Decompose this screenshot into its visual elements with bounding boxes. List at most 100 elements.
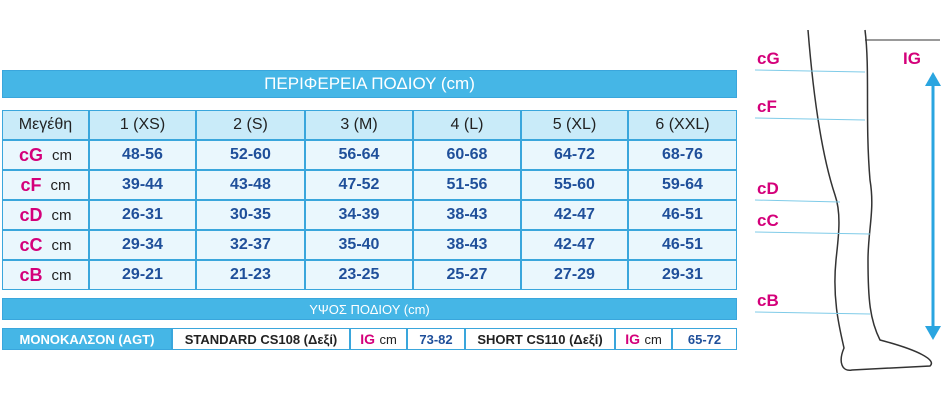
text: 29-31 — [662, 266, 703, 283]
size-value: 47-52 — [305, 170, 413, 200]
size-value: 51-56 — [413, 170, 521, 200]
size-value: 46-51 — [628, 200, 737, 230]
text: 68-76 — [662, 146, 703, 163]
text: cm — [51, 236, 72, 254]
text: 29-34 — [122, 236, 163, 253]
item-name: STANDARD CS108 (Δεξί) — [172, 328, 350, 350]
text: ΥΨΟΣ ΠΟΔΙΟΥ (cm) — [309, 301, 430, 317]
diagram-label: cG — [757, 49, 780, 68]
size-value: 60-68 — [413, 140, 521, 170]
text: 38-43 — [446, 206, 488, 223]
size-value: 29-34 — [89, 230, 196, 260]
size-header: 1 (XS) — [89, 110, 196, 140]
item-range: 73-82 — [407, 328, 465, 350]
text: IG — [360, 331, 375, 347]
size-header: 5 (XL) — [521, 110, 628, 140]
text: cm — [644, 331, 662, 347]
text: 65-72 — [687, 331, 722, 347]
size-value: 38-43 — [413, 230, 521, 260]
size-header: 2 (S) — [196, 110, 305, 140]
size-value: 27-29 — [521, 260, 628, 290]
text: 42-47 — [554, 236, 595, 253]
text: cF — [20, 174, 42, 195]
text: cm — [51, 266, 72, 284]
row-label: cC cm — [2, 230, 89, 260]
size-value: 42-47 — [521, 230, 628, 260]
size-value: 25-27 — [413, 260, 521, 290]
diagram-label: cC — [757, 211, 779, 230]
text: ΠΕΡΙΦΕΡΕΙΑ ΠΟΔΙΟΥ (cm) — [264, 74, 475, 93]
text: 26-31 — [122, 206, 163, 223]
text: 25-27 — [446, 266, 488, 283]
size-header: 6 (XXL) — [628, 110, 737, 140]
text: 39-44 — [122, 176, 163, 193]
text: 38-43 — [446, 236, 488, 253]
row-label: cD cm — [2, 200, 89, 230]
item-range: 65-72 — [672, 328, 737, 350]
text: 30-35 — [230, 206, 271, 223]
text: 60-68 — [446, 146, 488, 163]
leg-outline — [807, 29, 933, 371]
size-value: 35-40 — [305, 230, 413, 260]
text: 34-39 — [338, 206, 380, 223]
text: 3 (M) — [340, 116, 378, 133]
size-value: 59-64 — [628, 170, 737, 200]
size-value: 30-35 — [196, 200, 305, 230]
text: 4 (L) — [450, 116, 484, 133]
size-value: 29-31 — [628, 260, 737, 290]
size-value: 56-64 — [305, 140, 413, 170]
size-header: 3 (M) — [305, 110, 413, 140]
text: 46-51 — [662, 236, 703, 253]
size-value: 42-47 — [521, 200, 628, 230]
diagram-label: cF — [757, 97, 777, 116]
leg-diagram: cG cF cD cC cB IG — [754, 29, 941, 371]
size-value: 52-60 — [196, 140, 305, 170]
text: 27-29 — [554, 266, 595, 283]
text: 32-37 — [230, 236, 271, 253]
text: 46-51 — [662, 206, 703, 223]
size-value: 46-51 — [628, 230, 737, 260]
text: 64-72 — [554, 146, 595, 163]
height-label: IG — [903, 49, 921, 68]
product: ΜΟΝΟΚΑΛΣΟΝ (AGT) — [2, 328, 172, 350]
size-value: 34-39 — [305, 200, 413, 230]
text: 2 (S) — [233, 116, 268, 133]
text: 42-47 — [554, 206, 595, 223]
text: cC — [19, 234, 43, 255]
size-value: 43-48 — [196, 170, 305, 200]
text: 47-52 — [338, 176, 380, 193]
text: Μεγέθη — [18, 116, 73, 133]
text: 56-64 — [338, 146, 380, 163]
row-label: cB cm — [2, 260, 89, 290]
text: 73-82 — [419, 331, 453, 347]
size-value: 23-25 — [305, 260, 413, 290]
text: 6 (XXL) — [655, 116, 710, 133]
text: cD — [19, 204, 43, 225]
size-value: 29-21 — [89, 260, 196, 290]
size-value: 68-76 — [628, 140, 737, 170]
size-value: 55-60 — [521, 170, 628, 200]
row-label: cF cm — [2, 170, 89, 200]
text: 59-64 — [662, 176, 703, 193]
height-bar: ΥΨΟΣ ΠΟΔΙΟΥ (cm) — [2, 298, 737, 320]
size-value: 38-43 — [413, 200, 521, 230]
text: 55-60 — [554, 176, 595, 193]
item-label: IG cm — [350, 328, 407, 350]
text: cm — [379, 331, 397, 347]
size-value: 39-44 — [89, 170, 196, 200]
text: 51-56 — [446, 176, 488, 193]
text: cG — [19, 144, 44, 165]
text: IG — [625, 331, 640, 347]
text: 1 (XS) — [119, 116, 166, 133]
size-value: 32-37 — [196, 230, 305, 260]
diagram-label: cB — [757, 291, 779, 310]
text: 21-23 — [230, 266, 271, 283]
size-value: 64-72 — [521, 140, 628, 170]
text: 48-56 — [122, 146, 163, 163]
size-header: 4 (L) — [413, 110, 521, 140]
size-value: 26-31 — [89, 200, 196, 230]
text: cm — [50, 176, 71, 194]
size-value: 21-23 — [196, 260, 305, 290]
text: 35-40 — [338, 236, 380, 253]
